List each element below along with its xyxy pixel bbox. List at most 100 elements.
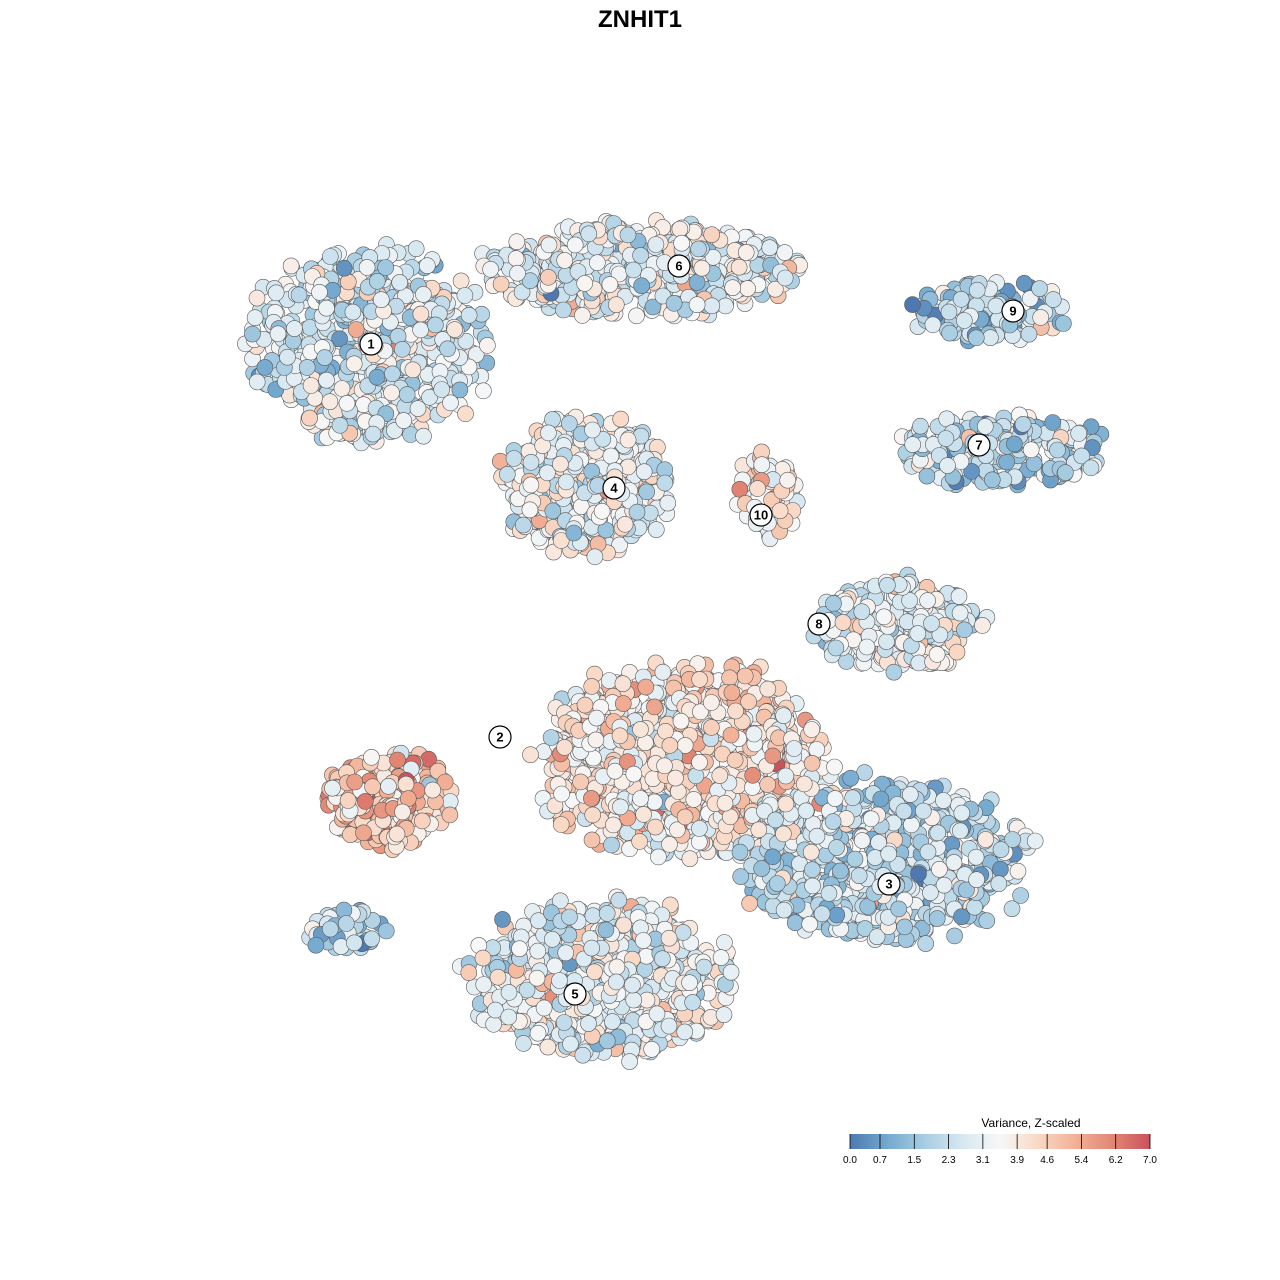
cell-point [501, 984, 517, 1000]
cell-point [832, 863, 848, 879]
cell-point [657, 758, 673, 774]
cell-point [930, 825, 946, 841]
cell-point [704, 298, 720, 314]
cluster-label: 1 [360, 333, 382, 355]
cell-point [516, 1035, 532, 1051]
cell-point [635, 933, 651, 949]
cell-point [854, 604, 870, 620]
cell-point [821, 885, 837, 901]
cell-point [408, 241, 424, 257]
cell-point [523, 454, 539, 470]
cell-point [566, 525, 582, 541]
cell-point [340, 793, 356, 809]
cell-point [555, 302, 571, 318]
cell-point [302, 410, 318, 426]
cell-point [552, 456, 568, 472]
cell-point [765, 849, 781, 865]
cell-point [312, 284, 328, 300]
cell-point [629, 308, 645, 324]
cell-point [935, 793, 951, 809]
cell-point [615, 676, 631, 692]
cell-point [915, 803, 931, 819]
cell-point [413, 306, 429, 322]
cell-point [486, 1016, 502, 1032]
cell-point [646, 699, 662, 715]
chart-title: ZNHIT1 [598, 6, 682, 33]
cell-point [902, 787, 918, 803]
cell-point [1050, 442, 1066, 458]
cell-point [968, 330, 984, 346]
cell-point [778, 796, 794, 812]
cell-point [357, 793, 373, 809]
cell-point [814, 906, 830, 922]
cell-point [244, 326, 260, 342]
cell-point [873, 791, 889, 807]
legend-tick-label: 6.2 [1109, 1155, 1123, 1166]
cell-point [365, 426, 381, 442]
cell-point [490, 969, 506, 985]
cell-point [626, 262, 642, 278]
cell-point [632, 833, 648, 849]
legend-tick-label: 0.0 [843, 1155, 857, 1166]
cell-point [723, 727, 739, 743]
cell-point [620, 227, 636, 243]
cell-point [347, 774, 363, 790]
cell-point [499, 466, 515, 482]
cell-point [737, 668, 753, 684]
cell-point [522, 502, 538, 518]
cell-point [979, 913, 995, 929]
cell-point [599, 905, 615, 921]
cluster-label-text: 5 [571, 987, 578, 1002]
cell-point [732, 481, 748, 497]
cell-point [999, 454, 1015, 470]
cell-point [523, 477, 539, 493]
legend-tick-label: 2.3 [942, 1155, 956, 1166]
cell-point [415, 286, 431, 302]
cell-point [558, 474, 574, 490]
cell-point [845, 790, 861, 806]
cell-point [648, 237, 664, 253]
cell-point [728, 703, 744, 719]
cell-point [540, 269, 556, 285]
cell-point [501, 1009, 517, 1025]
cell-point [530, 943, 546, 959]
cell-point [803, 844, 819, 860]
cell-point [936, 877, 952, 893]
cell-point [457, 288, 473, 304]
cell-point [280, 349, 296, 365]
cell-point [1057, 465, 1073, 481]
cell-point [754, 457, 770, 473]
cell-point [604, 837, 620, 853]
cell-point [303, 378, 319, 394]
cell-point [952, 823, 968, 839]
cell-point [410, 401, 426, 417]
cell-point [624, 977, 640, 993]
cell-point [604, 1014, 620, 1030]
cell-point [650, 849, 666, 865]
cell-point [396, 413, 412, 429]
cell-point [929, 646, 945, 662]
cell-point [689, 274, 705, 290]
cell-point [247, 310, 263, 326]
cell-point [978, 832, 994, 848]
cell-point [912, 418, 928, 434]
cell-point [286, 321, 302, 337]
cell-point [751, 822, 767, 838]
cell-point [1023, 442, 1039, 458]
cell-point [787, 915, 803, 931]
cell-point [585, 422, 601, 438]
cluster-label-text: 1 [367, 337, 374, 352]
cell-point [827, 759, 843, 775]
cell-point [1032, 281, 1048, 297]
cell-point [332, 417, 348, 433]
cell-point [716, 1007, 732, 1023]
cell-point [717, 795, 733, 811]
cell-point [991, 876, 1007, 892]
cell-point [692, 671, 708, 687]
cell-point [639, 484, 655, 500]
cell-point [425, 782, 441, 798]
cell-point [626, 766, 642, 782]
cell-point [495, 911, 511, 927]
cell-point [346, 356, 362, 372]
cell-point [584, 678, 600, 694]
